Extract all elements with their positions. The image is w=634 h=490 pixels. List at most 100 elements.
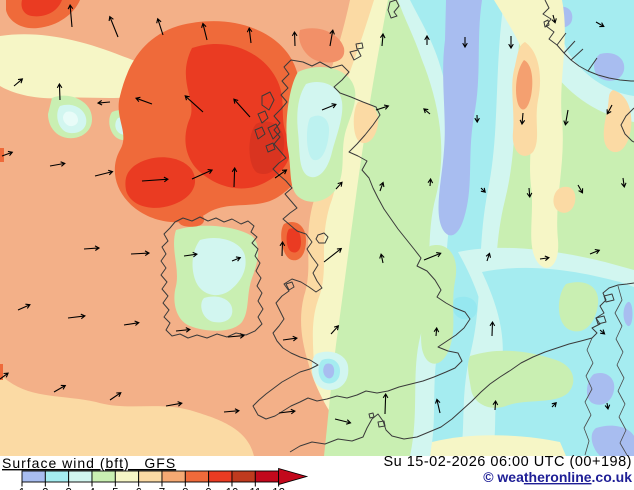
wind-arrow-icon <box>485 252 492 262</box>
wind-arrow-icon <box>123 320 140 326</box>
wind-arrow-icon <box>165 401 183 407</box>
legend-segment <box>114 470 140 483</box>
wind-arrow-icon <box>227 333 245 339</box>
wind-arrow-icon <box>223 408 240 414</box>
wind-arrow-icon <box>489 320 496 337</box>
wind-arrow-icon <box>551 401 557 408</box>
wind-arrow-icon <box>375 104 390 111</box>
legend-segment <box>184 470 210 483</box>
coast-dutch-islands <box>595 293 615 325</box>
wind-arrow-icon <box>526 187 533 199</box>
wind-arrow-icon <box>606 104 613 115</box>
coast-orkney <box>349 42 364 61</box>
wind-arrow-icon <box>480 187 486 193</box>
wind-arrow-icon <box>134 96 153 105</box>
wind-arrow-icon <box>96 99 111 106</box>
border-netherlands-germany <box>614 285 628 456</box>
wind-arrow-icon <box>379 253 385 264</box>
wind-arrow-icon <box>141 176 169 183</box>
wind-arrow-icon <box>334 418 352 425</box>
coast-norway <box>542 0 634 82</box>
credit-link[interactable]: © weatheronline.co.uk <box>483 469 632 485</box>
legend-arrowhead-icon <box>278 467 309 486</box>
wind-arrow-icon <box>279 240 286 257</box>
wind-arrows <box>0 4 627 425</box>
wind-arrow-icon <box>434 398 441 414</box>
wind-arrow-icon <box>291 30 298 47</box>
wind-arrow-icon <box>423 108 431 115</box>
legend-segment <box>91 470 116 483</box>
wind-arrow-icon <box>274 169 288 179</box>
wind-arrow-icon <box>589 248 601 255</box>
legend-tick-label: 11 <box>249 488 261 490</box>
wind-arrow-icon <box>329 29 335 47</box>
wind-arrow-icon <box>231 256 242 262</box>
legend-segment <box>208 470 233 483</box>
legend-tick-label: 6 <box>135 488 141 490</box>
coastlines <box>160 0 634 456</box>
legend-segment <box>68 470 93 483</box>
wind-arrow-icon <box>201 22 208 41</box>
legend-tick-label: 1 <box>19 488 25 490</box>
wind-arrow-icon <box>433 326 440 337</box>
wind-arrow-icon <box>492 399 499 411</box>
wind-arrow-icon <box>0 372 9 380</box>
border-belgium-france <box>583 337 594 456</box>
wind-arrow-icon <box>595 21 605 28</box>
wind-arrow-icon <box>604 402 611 410</box>
wind-arrow-icon <box>427 177 434 187</box>
legend-tick-label: 5 <box>112 488 118 490</box>
wind-arrow-icon <box>539 255 550 262</box>
coast-continent <box>289 282 634 453</box>
wind-arrow-icon <box>508 36 514 50</box>
wind-arrow-icon <box>382 392 389 415</box>
wind-arrow-icon <box>67 313 86 320</box>
legend-tick-label: 10 <box>226 488 239 490</box>
wind-arrow-icon <box>246 27 253 44</box>
wind-arrow-icon <box>49 161 66 167</box>
wind-arrow-icon <box>109 392 122 401</box>
wind-arrow-icon <box>278 408 296 415</box>
legend-tick-label: 8 <box>182 488 188 490</box>
coast-denmark <box>620 107 634 143</box>
legend-title: Surface wind (bft) GFS <box>2 455 176 471</box>
wind-arrow-icon <box>175 327 191 333</box>
coast-hebrides <box>254 91 281 153</box>
legend-tick-label: 9 <box>205 488 211 490</box>
wind-arrow-icon <box>282 335 298 342</box>
wind-arrow-icon <box>183 251 198 258</box>
legend-segment <box>138 470 163 483</box>
coast-shetland <box>387 0 400 19</box>
wind-arrow-icon <box>577 184 584 194</box>
wind-arrow-icon <box>519 112 526 126</box>
wind-arrow-icon <box>330 325 340 335</box>
legend-tick-label: 4 <box>89 488 96 490</box>
wind-arrow-icon <box>620 177 627 188</box>
legend-segment <box>21 470 46 483</box>
wind-arrow-icon <box>379 32 386 47</box>
legend-segment <box>231 470 256 483</box>
wind-arrow-icon <box>335 181 343 190</box>
wind-arrow-icon <box>67 4 74 28</box>
wind-arrow-icon <box>56 82 63 101</box>
wind-arrow-icon <box>13 78 24 87</box>
legend-tick-label: 2 <box>42 488 48 490</box>
wind-arrow-icon <box>156 17 164 36</box>
wind-arrow-icon <box>108 15 119 38</box>
wind-arrow-icon <box>599 329 606 335</box>
coast-great-britain <box>252 59 471 420</box>
wind-arrow-icon <box>191 168 214 180</box>
wind-arrow-icon <box>423 252 442 261</box>
wind-arrow-icon <box>17 303 31 311</box>
coast-anglesey <box>285 281 295 291</box>
wind-arrow-icon <box>563 109 569 126</box>
wind-arrow-icon <box>53 384 67 393</box>
legend-tick-label: 7 <box>159 488 165 490</box>
coast-isle-of-man <box>315 232 329 244</box>
wind-arrow-icon <box>424 34 430 45</box>
legend-tick-label: 3 <box>65 488 71 490</box>
wind-arrow-icon <box>462 37 468 49</box>
wind-arrow-icon <box>231 166 238 188</box>
